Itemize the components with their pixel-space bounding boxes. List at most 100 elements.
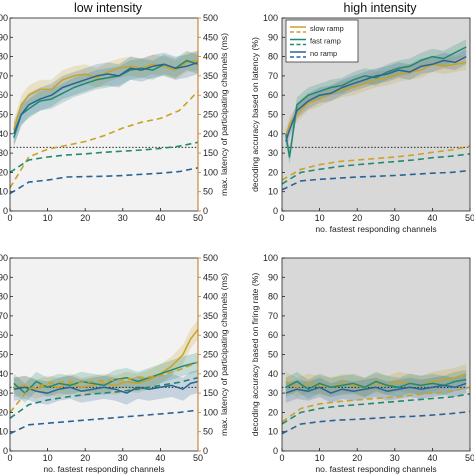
series-line-none-dashed	[9, 409, 199, 435]
y-axis-label: decoding accuracy based on latency (%)	[250, 37, 260, 192]
x-tick-label: 10	[43, 453, 53, 463]
x-tick-label: 20	[80, 213, 90, 223]
series-line-fast-dashed	[9, 141, 199, 174]
right-tick-label: 400	[203, 292, 218, 302]
right-tick-label: 0	[203, 206, 208, 216]
right-tick-label: 50	[203, 187, 213, 197]
y-tick-label: 20	[268, 407, 278, 417]
series-line-fast-solid	[285, 378, 467, 390]
panel-title: high intensity	[344, 1, 418, 15]
legend-label: no ramp	[310, 49, 337, 58]
y-tick-label: 50	[0, 350, 8, 360]
right-tick-label: 400	[203, 52, 218, 62]
series-line-fast-dashed	[281, 393, 471, 425]
plot-background	[282, 258, 470, 451]
x-tick-label: 0	[7, 453, 12, 463]
y-tick-label: 70	[268, 311, 278, 321]
confidence-band-fast	[13, 352, 198, 403]
plot-background	[10, 258, 198, 451]
legend-label: fast ramp	[310, 37, 341, 46]
y-tick-label: 80	[0, 52, 8, 62]
series-line-fast-solid	[13, 361, 199, 394]
y-tick-label: 100	[263, 13, 278, 23]
x-tick-label: 30	[118, 453, 128, 463]
x-tick-label: 50	[465, 453, 474, 463]
x-tick-label: 10	[43, 213, 53, 223]
x-tick-label: 20	[352, 213, 362, 223]
x-tick-label: 40	[427, 213, 437, 223]
y-tick-label: 40	[0, 369, 8, 379]
panel-top-right: 0 10 20 30 40 50 0 10 20 30 40 50 60 70 80 90 100 decodin…	[250, 1, 474, 234]
y-tick-label: 90	[268, 32, 278, 42]
x-tick-label: 50	[465, 213, 474, 223]
series-line-fast-solid	[285, 46, 467, 158]
plot-background	[10, 18, 198, 211]
series-line-none-solid	[13, 61, 199, 135]
x-tick-label: 30	[390, 453, 400, 463]
y-tick-label: 100	[0, 253, 8, 263]
panel-bottom-right: 0 10 20 30 40 50 0 10 20 30 40 50 60 70 80 90 100decodin…	[250, 253, 474, 474]
right-tick-label: 350	[203, 71, 218, 81]
x-tick-label: 50	[193, 453, 203, 463]
right-tick-label: 250	[203, 110, 218, 120]
panel-title: low intensity	[74, 1, 143, 15]
panel-bottom-left: 0102030405001020304050607080901000501001…	[0, 253, 229, 474]
right-tick-label: 50	[203, 427, 213, 437]
y-tick-label: 0	[3, 446, 8, 456]
y-tick-label: 50	[0, 110, 8, 120]
y-tick-label: 100	[0, 13, 8, 23]
y-tick-label: 70	[268, 71, 278, 81]
y-tick-label: 0	[273, 446, 278, 456]
series-line-none-solid	[285, 382, 467, 394]
y-tick-label: 30	[0, 148, 8, 158]
series-line-slow-solid	[285, 61, 467, 138]
y-tick-label: 10	[268, 187, 278, 197]
x-axis-label: no. fastest responding channels	[43, 464, 164, 474]
right-tick-label: 450	[203, 32, 218, 42]
y-tick-label: 0	[273, 206, 278, 216]
series-line-fast-dashed	[9, 376, 199, 419]
right-tick-label: 300	[203, 90, 218, 100]
x-tick-label: 20	[80, 453, 90, 463]
y-tick-label: 60	[0, 330, 8, 340]
series-line-fast-dashed	[281, 153, 471, 185]
x-tick-label: 0	[279, 213, 284, 223]
series-line-slow-dashed	[9, 361, 199, 413]
right-tick-label: 100	[203, 407, 218, 417]
panel-top-left: 0102030405001020304050607080901000501001…	[0, 1, 229, 223]
right-axis-label: max. latency of participating channels (…	[219, 273, 229, 436]
y-tick-label: 60	[268, 90, 278, 100]
x-tick-label: 50	[193, 213, 203, 223]
y-tick-label: 80	[0, 292, 8, 302]
right-tick-label: 0	[203, 446, 208, 456]
right-tick-label: 150	[203, 388, 218, 398]
y-tick-label: 40	[268, 129, 278, 139]
series-line-none-solid	[13, 380, 199, 394]
confidence-band-fast	[285, 369, 467, 399]
series-line-none-solid	[285, 55, 467, 142]
confidence-band-none	[13, 50, 198, 146]
confidence-band-slow	[13, 319, 198, 399]
y-tick-label: 60	[268, 330, 278, 340]
right-tick-label: 450	[203, 272, 218, 282]
y-tick-label: 60	[0, 90, 8, 100]
x-axis-label: no. fastest responding channels	[315, 224, 436, 234]
confidence-band-none	[285, 48, 467, 150]
x-tick-label: 40	[427, 453, 437, 463]
x-tick-label: 10	[315, 453, 325, 463]
right-tick-label: 500	[203, 253, 218, 263]
right-tick-label: 500	[203, 13, 218, 23]
y-tick-label: 10	[268, 427, 278, 437]
x-axis-label: no. fastest responding channels	[315, 464, 436, 474]
x-tick-label: 0	[7, 213, 12, 223]
series-line-slow-dashed	[9, 90, 199, 189]
right-tick-label: 100	[203, 167, 218, 177]
right-tick-label: 350	[203, 311, 218, 321]
series-line-slow-dashed	[281, 386, 471, 423]
x-tick-label: 40	[155, 453, 165, 463]
series-line-none-dashed	[281, 169, 471, 191]
y-tick-label: 80	[268, 292, 278, 302]
y-axis-label: decoding accuracy based on firing rate (…	[250, 273, 260, 437]
confidence-band-slow	[285, 54, 467, 146]
x-tick-label: 30	[390, 213, 400, 223]
